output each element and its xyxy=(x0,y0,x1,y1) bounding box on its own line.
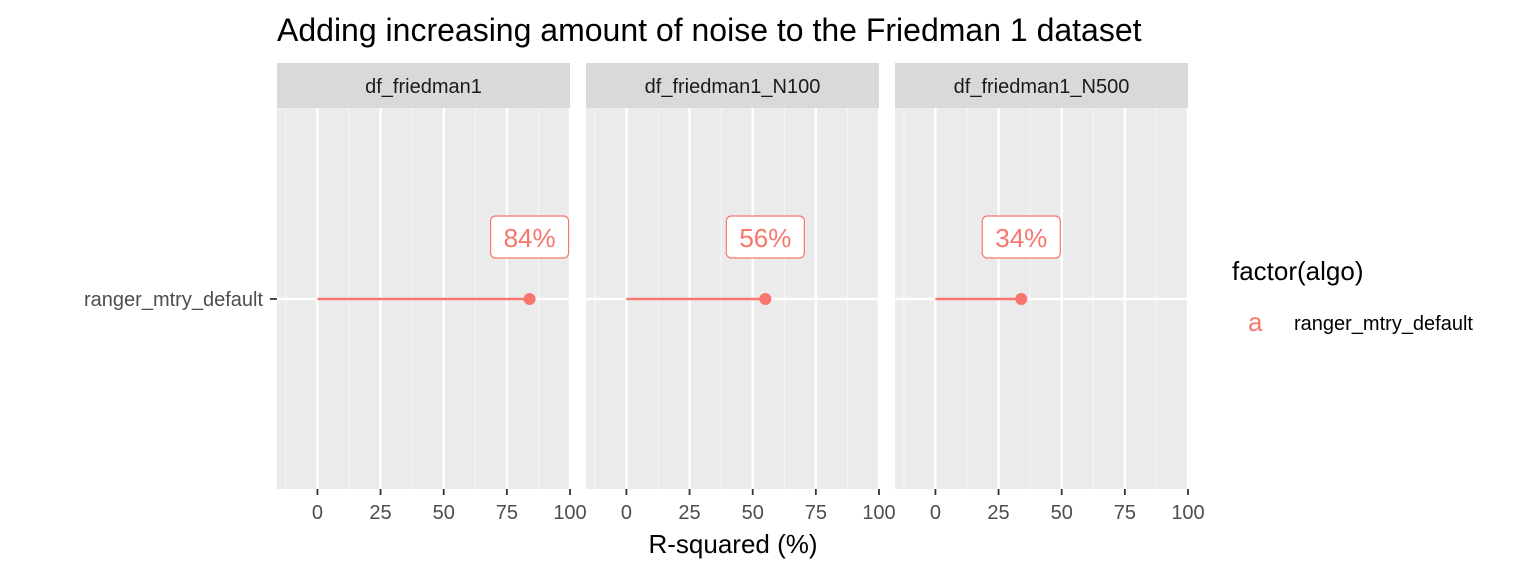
facet-panels: df_friedman1 0 25 50 75 100 84% df_friedman1_N1… xyxy=(277,63,1205,524)
facet-strip-label: df_friedman1_N500 xyxy=(954,76,1130,98)
facet-panel: df_friedman1_N100 0 25 50 75 100 56% xyxy=(586,63,896,524)
x-tick-label: 75 xyxy=(805,502,827,524)
y-tick-label: ranger_mtry_default xyxy=(84,289,263,311)
facet-strip-label: df_friedman1 xyxy=(365,76,482,98)
facet-strip-label: df_friedman1_N100 xyxy=(645,76,821,98)
data-label: 84% xyxy=(504,223,556,253)
x-tick-label: 100 xyxy=(553,502,586,524)
data-label-box xyxy=(981,215,1061,259)
data-label-box xyxy=(725,215,805,259)
legend-title: factor(algo) xyxy=(1232,256,1364,286)
x-tick-label: 0 xyxy=(930,502,941,524)
data-point xyxy=(1015,293,1028,305)
facet-strip xyxy=(277,63,570,108)
data-point xyxy=(759,293,772,305)
legend: factor(algo) a ranger_mtry_default xyxy=(1232,256,1473,337)
facet-panel: df_friedman1 0 25 50 75 100 84% xyxy=(277,63,587,524)
x-tick-label: 25 xyxy=(369,502,391,524)
y-axis: ranger_mtry_default xyxy=(84,289,277,311)
legend-key-glyph: a xyxy=(1248,307,1263,337)
chart-title: Adding increasing amount of noise to the… xyxy=(277,12,1142,48)
x-tick-label: 100 xyxy=(862,502,895,524)
x-tick-label: 50 xyxy=(1051,502,1073,524)
x-tick-label: 25 xyxy=(987,502,1009,524)
x-tick-label: 75 xyxy=(496,502,518,524)
x-tick-label: 75 xyxy=(1114,502,1136,524)
x-axis-title: R-squared (%) xyxy=(648,529,817,559)
facet-strip xyxy=(895,63,1188,108)
x-tick-label: 25 xyxy=(678,502,700,524)
data-label-box xyxy=(489,215,570,259)
x-tick-label: 0 xyxy=(621,502,632,524)
facet-strip xyxy=(586,63,879,108)
facet-panel: df_friedman1_N500 0 25 50 75 100 34% xyxy=(895,63,1205,524)
data-label: 56% xyxy=(739,223,791,253)
x-tick-label: 50 xyxy=(742,502,764,524)
data-point xyxy=(523,293,536,305)
data-label: 34% xyxy=(995,223,1047,253)
x-tick-label: 0 xyxy=(312,502,323,524)
legend-entry-label: ranger_mtry_default xyxy=(1294,313,1473,335)
x-tick-label: 100 xyxy=(1171,502,1204,524)
x-tick-label: 50 xyxy=(433,502,455,524)
